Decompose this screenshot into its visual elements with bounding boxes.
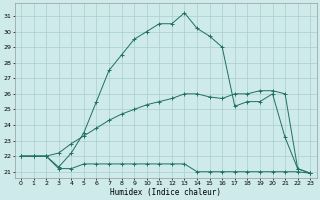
X-axis label: Humidex (Indice chaleur): Humidex (Indice chaleur) <box>110 188 221 197</box>
